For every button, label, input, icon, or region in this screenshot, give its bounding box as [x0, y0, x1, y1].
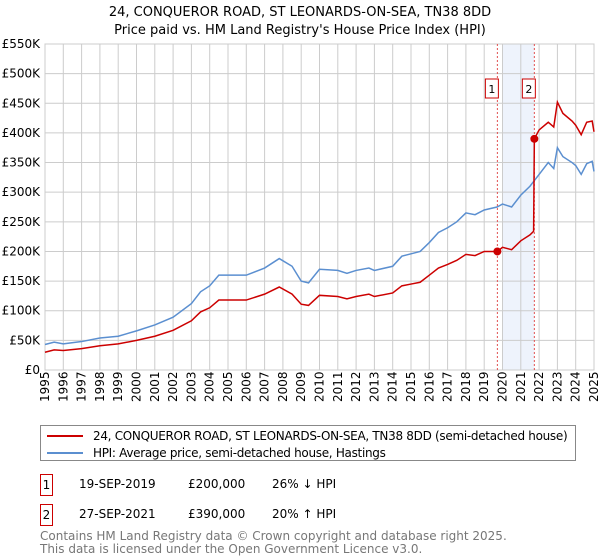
sale-row: 2 27-SEP-2021 £390,000 20% ↑ HPI	[40, 504, 440, 526]
sale-marker-box	[521, 78, 536, 99]
sale-row: 1 19-SEP-2019 £200,000 26% ↓ HPI	[40, 474, 440, 496]
x-tick-label: 2015	[404, 371, 418, 402]
sale-date: 27-SEP-2021	[79, 507, 156, 521]
sale-number: 2	[40, 504, 53, 526]
sale-hpi: 20% ↑ HPI	[272, 507, 337, 521]
chart: 24, CONQUEROR ROAD, ST LEONARDS-ON-SEA, …	[2, 5, 600, 402]
x-tick-label: 2011	[331, 371, 345, 402]
y-tick-label: £50K	[9, 333, 41, 347]
y-tick-label: £100K	[2, 304, 42, 318]
sale-date: 19-SEP-2019	[79, 477, 156, 491]
x-tick-label: 2003	[184, 371, 198, 402]
plot-border	[44, 43, 595, 371]
x-tick-label: 2000	[130, 371, 144, 402]
y-tick-label: £300K	[2, 185, 42, 199]
y-tick-label: £400K	[2, 126, 42, 140]
x-tick-label: 2014	[386, 371, 400, 402]
x-tick-label: 2007	[258, 371, 272, 402]
x-tick-label: 2009	[294, 371, 308, 402]
x-tick-label: 2021	[514, 371, 528, 402]
legend-label-price: 24, CONQUEROR ROAD, ST LEONARDS-ON-SEA, …	[93, 429, 568, 443]
x-tick-label: 1996	[56, 371, 70, 402]
x-tick-label: 2019	[477, 371, 491, 402]
y-tick-label: £250K	[2, 215, 42, 229]
y-tick-label: £350K	[2, 156, 42, 170]
x-tick-label: 1999	[111, 371, 125, 402]
sale-marker-label: 1	[488, 83, 495, 96]
x-tick-label: 2023	[550, 371, 564, 402]
sale-point	[530, 134, 539, 143]
legend-label-hpi: HPI: Average price, semi-detached house,…	[93, 446, 386, 460]
footer-licence: This data is licensed under the Open Gov…	[40, 542, 423, 556]
legend-swatch-hpi	[47, 452, 83, 454]
chart-title: 24, CONQUEROR ROAD, ST LEONARDS-ON-SEA, …	[109, 5, 491, 20]
sale-marker-box	[484, 78, 499, 99]
x-tick-label: 2006	[239, 371, 253, 402]
x-tick-label: 2016	[422, 371, 436, 402]
y-tick-label: £200K	[2, 244, 42, 258]
x-tick-label: 2013	[367, 371, 381, 402]
y-tick-label: £150K	[2, 274, 42, 288]
footer-copyright: Contains HM Land Registry data © Crown c…	[40, 529, 507, 543]
x-tick-label: 2022	[532, 371, 546, 402]
x-tick-label: 1997	[75, 371, 89, 402]
sale-number: 1	[40, 474, 53, 496]
legend-swatch-price	[47, 435, 83, 437]
x-tick-label: 2020	[496, 371, 510, 402]
x-tick-label: 2004	[203, 371, 217, 402]
sale-point	[493, 247, 502, 256]
y-tick-label: £0	[25, 363, 40, 377]
x-tick-label: 2017	[441, 371, 455, 402]
y-tick-label: £450K	[2, 96, 42, 110]
hpi-line	[44, 145, 595, 346]
x-tick-label: 2002	[166, 371, 180, 402]
x-tick-label: 2025	[587, 371, 600, 402]
x-tick-label: 2018	[459, 371, 473, 402]
x-tick-label: 2024	[569, 371, 583, 402]
x-tick-label: 1995	[38, 371, 52, 402]
sale-price: £390,000	[188, 507, 246, 521]
sale-hpi: 26% ↓ HPI	[272, 477, 337, 491]
x-tick-label: 2008	[276, 371, 290, 402]
sale-price: £200,000	[188, 477, 246, 491]
x-tick-label: 2012	[349, 371, 363, 402]
chart-subtitle: Price paid vs. HM Land Registry's House …	[114, 23, 486, 38]
y-tick-label: £550K	[2, 37, 42, 51]
x-tick-label: 2010	[313, 371, 327, 402]
sale-marker-label: 2	[525, 83, 532, 96]
x-tick-label: 1998	[93, 371, 107, 402]
x-tick-label: 2005	[221, 371, 235, 402]
x-tick-label: 2001	[148, 371, 162, 402]
y-tick-label: £500K	[2, 67, 42, 81]
price-paid-line	[44, 99, 595, 353]
legend: 24, CONQUEROR ROAD, ST LEONARDS-ON-SEA, …	[40, 425, 577, 461]
